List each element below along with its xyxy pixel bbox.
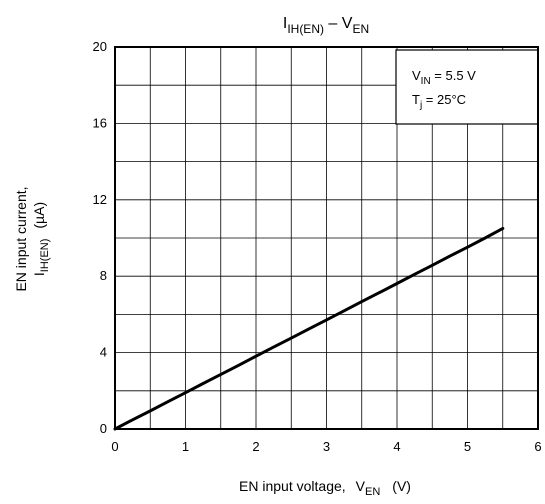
series-line: [113, 226, 505, 431]
y-axis-title: EN input current, IIH(EN)(µA): [13, 186, 51, 291]
x-tick-label: 5: [464, 439, 471, 454]
y-axis-title-line1: EN input current,: [13, 186, 29, 291]
legend-vin: VIN = 5.5 V: [412, 68, 476, 87]
x-tick-label: 0: [111, 439, 118, 454]
y-tick-label: 0: [100, 421, 107, 436]
y-tick-label: 20: [93, 39, 107, 54]
y-tick-label: 16: [93, 115, 107, 130]
x-axis-title: EN input voltage, VEN (V): [239, 478, 411, 498]
x-tick-label: 4: [393, 439, 400, 454]
y-axis-title-line2: IIH(EN)(µA): [31, 202, 51, 276]
y-tick-label: 4: [100, 345, 107, 360]
y-tick-label: 12: [93, 192, 107, 207]
x-tick-label: 3: [323, 439, 330, 454]
legend-tj: Tj = 25°C: [412, 92, 466, 111]
x-tick-label: 2: [252, 439, 259, 454]
legend-box: VIN = 5.5 V Tj = 25°C: [395, 49, 539, 125]
plot-frame: [114, 46, 539, 430]
x-tick-label: 6: [534, 439, 541, 454]
y-tick-label: 8: [100, 268, 107, 283]
chart-title: IIH(EN) – VEN: [283, 15, 369, 36]
x-tick-label: 1: [182, 439, 189, 454]
